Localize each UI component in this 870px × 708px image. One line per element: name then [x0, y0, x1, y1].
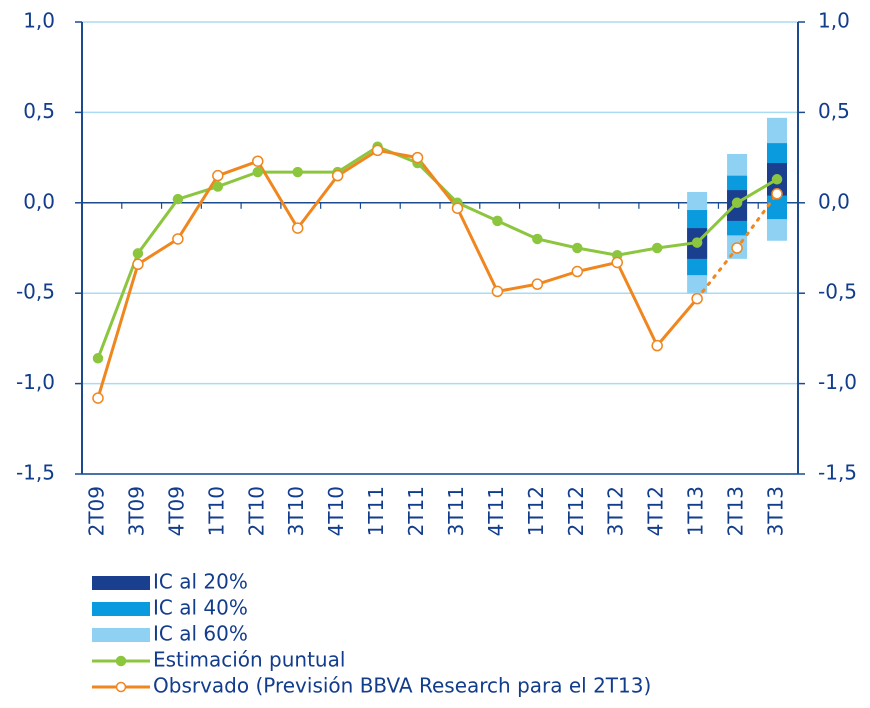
point	[691, 237, 703, 248]
x-tick-label: 4T11	[484, 486, 508, 536]
y-tick-label: 1,0	[23, 9, 55, 33]
point	[212, 181, 224, 192]
legend-label: IC al 60%	[153, 622, 248, 646]
point	[651, 339, 663, 352]
point	[212, 169, 224, 182]
y-tick-label: 0,0	[23, 189, 55, 213]
point	[132, 248, 144, 259]
y-tick-label: 0,5	[23, 99, 55, 123]
legend-marker	[115, 655, 127, 667]
legend-swatch	[92, 628, 150, 642]
point	[92, 392, 104, 404]
point	[611, 256, 623, 269]
legend-label: IC al 40%	[153, 596, 248, 620]
point	[771, 174, 783, 185]
y2-tick-label: 0,5	[818, 99, 850, 123]
y-tick-label: -1,0	[16, 370, 55, 394]
point	[492, 215, 503, 227]
series-line	[96, 148, 699, 399]
point	[531, 278, 544, 290]
x-tick-label: 2T11	[404, 486, 428, 536]
legend-label: Obsrvado (Previsión BBVA Research para e…	[153, 674, 651, 698]
point	[172, 193, 184, 205]
legend-swatch	[92, 602, 150, 616]
x-tick-label: 1T12	[524, 486, 548, 536]
legend-label: IC al 20%	[153, 570, 248, 594]
y2-tick-label: -0,5	[818, 280, 857, 304]
legend-label: Estimación puntual	[153, 648, 345, 672]
point	[92, 353, 104, 364]
legend-marker	[115, 681, 127, 693]
point	[252, 155, 264, 167]
x-tick-label: 3T09	[124, 486, 148, 536]
x-tick-label: 1T13	[684, 486, 708, 536]
x-tick-label: 2T13	[724, 486, 748, 536]
x-tick-label: 3T13	[764, 486, 788, 536]
point	[491, 285, 504, 298]
y2-tick-label: -1,0	[818, 370, 857, 394]
y-tick-label: -0,5	[16, 280, 55, 304]
point	[451, 202, 464, 214]
y-tick-label: -1,5	[16, 461, 55, 485]
point	[571, 265, 584, 278]
x-tick-label: 3T12	[604, 486, 628, 536]
y2-tick-label: 0,0	[818, 189, 850, 213]
x-tick-label: 2T12	[564, 486, 588, 536]
x-tick-label: 4T09	[164, 486, 188, 536]
point	[371, 144, 384, 157]
x-tick-label: 1T11	[364, 486, 388, 536]
x-tick-label: 2T10	[244, 486, 268, 536]
point	[292, 166, 303, 178]
y2-tick-label: 1,0	[818, 9, 850, 33]
point	[291, 222, 304, 234]
point	[731, 242, 743, 254]
point	[411, 151, 424, 164]
point	[331, 169, 344, 182]
point	[691, 292, 703, 305]
point	[731, 197, 743, 209]
x-tick-label: 3T10	[284, 486, 308, 536]
point	[651, 242, 663, 254]
point	[172, 233, 184, 245]
point	[252, 166, 264, 178]
x-tick-label: 3T11	[444, 486, 468, 536]
point	[572, 242, 583, 254]
x-tick-label: 2T09	[85, 486, 109, 536]
x-tick-label: 1T10	[204, 486, 228, 536]
point	[532, 233, 543, 245]
legend-swatch	[92, 576, 150, 590]
point	[771, 188, 783, 200]
x-tick-label: 4T10	[324, 486, 348, 536]
x-tick-label: 4T12	[644, 486, 668, 536]
y2-tick-label: -1,5	[818, 461, 857, 485]
point	[132, 258, 144, 271]
